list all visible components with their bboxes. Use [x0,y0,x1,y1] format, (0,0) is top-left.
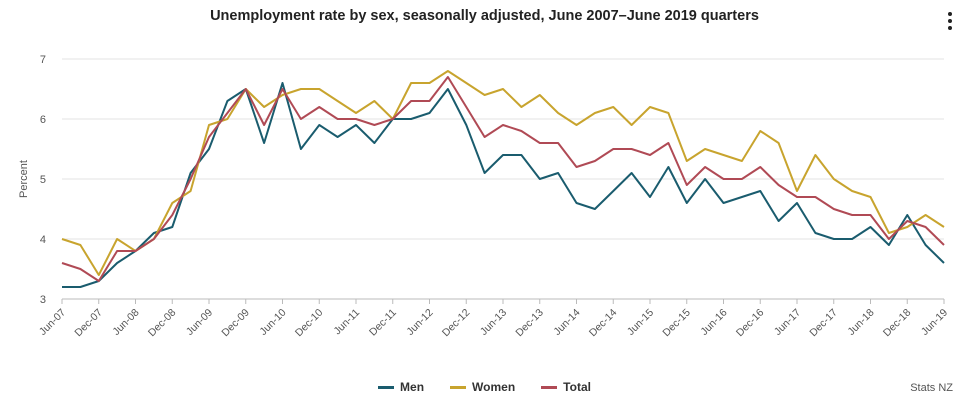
x-tick-label: Dec-09 [219,307,252,340]
y-tick-label: 3 [40,294,46,306]
y-tick-label: 4 [40,234,46,246]
legend-label: Women [472,380,516,394]
x-tick-label: Dec-07 [72,307,105,340]
x-tick-label: Jun-16 [698,307,729,338]
legend-swatch [450,385,467,389]
y-axis-label: Percent [18,160,30,198]
series-line-total [61,76,945,282]
x-tick-label: Dec-15 [660,307,693,340]
legend-item-men[interactable]: Men [378,380,424,394]
series-lines [61,70,945,288]
y-tick-label: 6 [40,114,46,126]
x-tick-label: Jun-07 [37,307,68,338]
legend-label: Total [563,380,591,394]
x-tick-label: Jun-10 [257,307,288,338]
x-tick-label: Jun-17 [772,307,803,338]
x-tick-label: Dec-08 [146,307,179,340]
x-tick-label: Jun-09 [184,307,215,338]
more-options-icon[interactable] [947,12,953,32]
legend-item-total[interactable]: Total [541,380,591,394]
legend-swatch [541,385,558,389]
x-tick-label: Jun-11 [331,307,362,338]
x-tick-label: Jun-15 [625,307,656,338]
legend-swatch [378,385,395,389]
x-tick-label: Dec-13 [513,307,546,340]
x-tick-label: Jun-19 [919,307,950,338]
legend-label: Men [400,380,425,394]
x-tick-label: Jun-18 [845,307,876,338]
x-tick-label: Jun-12 [404,307,435,338]
x-tick-label: Dec-17 [807,307,840,340]
y-tick-label: 7 [40,54,46,66]
chart-title: Unemployment rate by sex, seasonally adj… [210,8,759,24]
x-tick-label: Jun-08 [110,307,141,338]
x-tick-label: Dec-14 [587,307,620,340]
x-tick-label: Dec-18 [881,307,914,340]
legend-item-women[interactable]: Women [450,380,515,394]
x-tick-label: Dec-10 [293,307,326,340]
x-tick-label: Dec-12 [440,307,473,340]
source-credit: Stats NZ [910,382,953,394]
legend: Men Women Total [0,380,969,394]
x-tick-label: Dec-16 [734,307,767,340]
series-line-men [62,82,945,288]
x-tick-label: Jun-14 [551,307,582,338]
y-tick-label: 5 [40,174,46,186]
x-tick-label: Jun-13 [478,307,509,338]
x-axis: Jun-07 Dec-07 Jun-08 Dec-08 Jun-09 Dec-09 Jun-… [37,299,950,339]
x-tick-label: Dec-11 [367,307,399,339]
series-line-women [61,70,945,276]
